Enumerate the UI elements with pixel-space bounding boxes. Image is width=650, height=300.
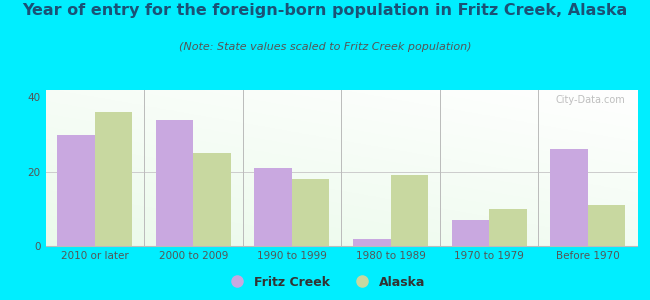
Bar	[588, 205, 625, 246]
Legend: Fritz Creek, Alaska: Fritz Creek, Alaska	[220, 271, 430, 294]
Bar	[391, 176, 428, 246]
Bar	[551, 149, 588, 246]
Bar	[353, 238, 391, 246]
Text: Year of entry for the foreign-born population in Fritz Creek, Alaska: Year of entry for the foreign-born popul…	[22, 3, 628, 18]
Bar	[452, 220, 489, 246]
Text: (Note: State values scaled to Fritz Creek population): (Note: State values scaled to Fritz Cree…	[179, 42, 471, 52]
Bar	[489, 209, 526, 246]
Bar	[292, 179, 330, 246]
Text: City-Data.com: City-Data.com	[555, 95, 625, 105]
Bar	[95, 112, 132, 246]
Bar	[156, 120, 194, 246]
Bar	[194, 153, 231, 246]
Bar	[255, 168, 292, 246]
Bar	[57, 135, 95, 246]
